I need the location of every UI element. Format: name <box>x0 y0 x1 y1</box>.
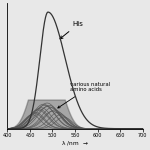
Text: various natural
amino acids: various natural amino acids <box>58 82 110 108</box>
Text: His: His <box>60 21 84 39</box>
X-axis label: λ /nm  $\rightarrow$: λ /nm $\rightarrow$ <box>61 139 89 147</box>
